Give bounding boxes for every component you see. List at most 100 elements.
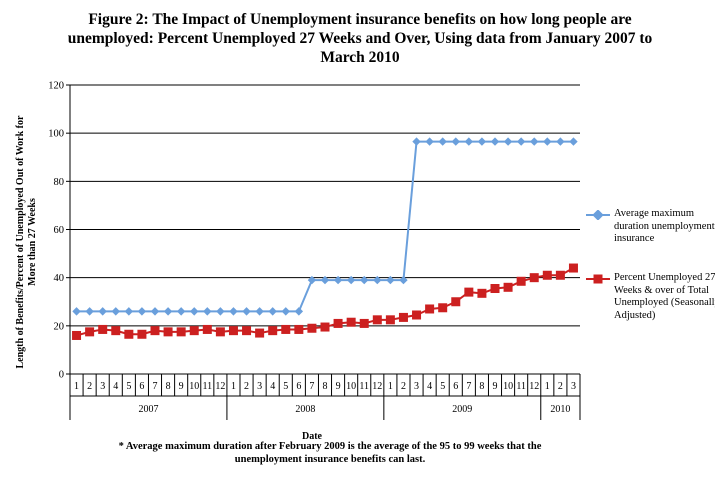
- x-tick-label: 2: [244, 381, 249, 392]
- data-point-diamond: [556, 137, 565, 146]
- chart-title: Figure 2: The Impact of Unemployment ins…: [67, 11, 653, 66]
- data-point-diamond: [72, 307, 81, 316]
- x-tick-label: 11: [516, 381, 526, 392]
- year-label: 2009: [452, 404, 472, 415]
- data-point-diamond: [386, 275, 395, 285]
- x-tick-label: 1: [231, 381, 236, 392]
- data-point-square: [242, 326, 252, 336]
- data-point-diamond: [307, 275, 317, 285]
- data-point-square: [412, 310, 422, 320]
- data-point-square: [372, 315, 382, 325]
- x-tick-label: 2: [401, 381, 406, 392]
- x-tick-label: 3: [100, 381, 105, 392]
- x-tick-label: 9: [179, 381, 184, 392]
- x-tick-label: 12: [215, 381, 225, 392]
- x-axis-categories: 1 2 3 4 5 6 7 8 9 10 11 12 1 2 3 4 5 6 7 8 9 10 11 12 1 2 3 4 5 6 7 8 9 1…: [69, 374, 581, 420]
- data-point-diamond: [516, 137, 526, 146]
- legend-label: Average maximum duration unemployment in…: [614, 208, 715, 244]
- data-point-square: [294, 324, 304, 334]
- data-point-diamond: [111, 307, 120, 316]
- x-tick-label: 3: [571, 381, 576, 392]
- y-tick-label: 20: [54, 321, 65, 332]
- gridlines: [70, 84, 580, 327]
- data-point-diamond: [255, 307, 264, 316]
- data-point-square: [568, 263, 578, 273]
- x-tick-label: 10: [346, 381, 356, 392]
- data-point-diamond: [176, 307, 186, 316]
- data-point-square: [490, 284, 500, 294]
- x-tick-label: 12: [529, 381, 539, 392]
- data-point-square: [425, 304, 435, 314]
- data-point-diamond: [451, 137, 460, 146]
- x-tick-label: 3: [257, 381, 262, 392]
- data-point-diamond: [333, 275, 343, 285]
- data-point-square: [385, 315, 395, 325]
- data-point-diamond: [438, 137, 447, 146]
- data-point-square: [333, 318, 343, 328]
- data-point-square: [281, 324, 291, 334]
- data-point-square: [98, 324, 108, 334]
- data-point-square: [176, 327, 186, 337]
- x-tick-label: 1: [388, 381, 393, 392]
- data-point-square: [268, 326, 278, 336]
- series: [72, 137, 578, 340]
- data-point-diamond: [203, 307, 212, 316]
- x-tick-label: 9: [493, 381, 498, 392]
- data-point-square: [228, 326, 238, 336]
- data-point-diamond: [346, 275, 356, 285]
- data-point-square: [359, 318, 369, 328]
- data-point-diamond: [490, 137, 500, 146]
- x-tick-label: 6: [453, 381, 458, 392]
- x-tick-label: 5: [126, 381, 131, 392]
- x-tick-label: 4: [113, 381, 118, 392]
- data-point-diamond: [229, 307, 238, 316]
- data-point-diamond: [242, 307, 251, 316]
- x-tick-label: 10: [189, 381, 199, 392]
- data-point-diamond: [98, 307, 107, 316]
- data-point-diamond: [569, 137, 578, 146]
- x-tick-label: 4: [270, 381, 275, 392]
- data-point-square: [137, 329, 147, 339]
- data-point-diamond: [190, 307, 199, 316]
- x-tick-label: 8: [166, 381, 171, 392]
- x-tick-label: 7: [309, 381, 314, 392]
- data-point-diamond: [281, 307, 290, 316]
- y-tick-label: 100: [48, 129, 64, 140]
- x-axis-label: Date: [302, 431, 322, 442]
- data-point-square: [189, 326, 199, 336]
- data-point-square: [150, 326, 160, 336]
- x-tick-label: 3: [414, 381, 419, 392]
- data-point-diamond: [373, 275, 382, 285]
- x-tick-label: 2: [558, 381, 563, 392]
- data-point-diamond: [477, 137, 487, 146]
- x-tick-label: 11: [359, 381, 369, 392]
- legend-swatch-diamond-icon: [586, 210, 610, 220]
- data-point-diamond: [543, 137, 552, 146]
- data-point-square: [438, 303, 448, 313]
- data-point-diamond: [294, 307, 304, 316]
- data-point-square: [215, 327, 225, 337]
- data-point-square: [72, 330, 82, 340]
- year-label: 2008: [295, 404, 315, 415]
- data-point-square: [320, 322, 330, 332]
- data-point-square: [464, 287, 474, 297]
- data-point-square: [555, 270, 565, 280]
- legend-swatch-square-icon: [586, 274, 610, 284]
- y-tick-label: 60: [54, 225, 65, 236]
- data-point-diamond: [85, 307, 94, 316]
- y-tick-label: 120: [48, 81, 64, 92]
- x-tick-label: 8: [479, 381, 484, 392]
- data-point-square: [85, 327, 95, 337]
- y-tick-label: 0: [59, 370, 64, 381]
- x-tick-label: 9: [336, 381, 341, 392]
- x-tick-label: 4: [427, 381, 432, 392]
- x-tick-label: 11: [202, 381, 212, 392]
- data-point-diamond: [137, 307, 147, 316]
- data-point-square: [516, 276, 526, 286]
- data-point-square: [255, 328, 265, 338]
- x-tick-label: 2: [87, 381, 92, 392]
- year-label: 2010: [550, 404, 570, 415]
- data-point-diamond: [530, 137, 539, 146]
- x-tick-label: 7: [466, 381, 471, 392]
